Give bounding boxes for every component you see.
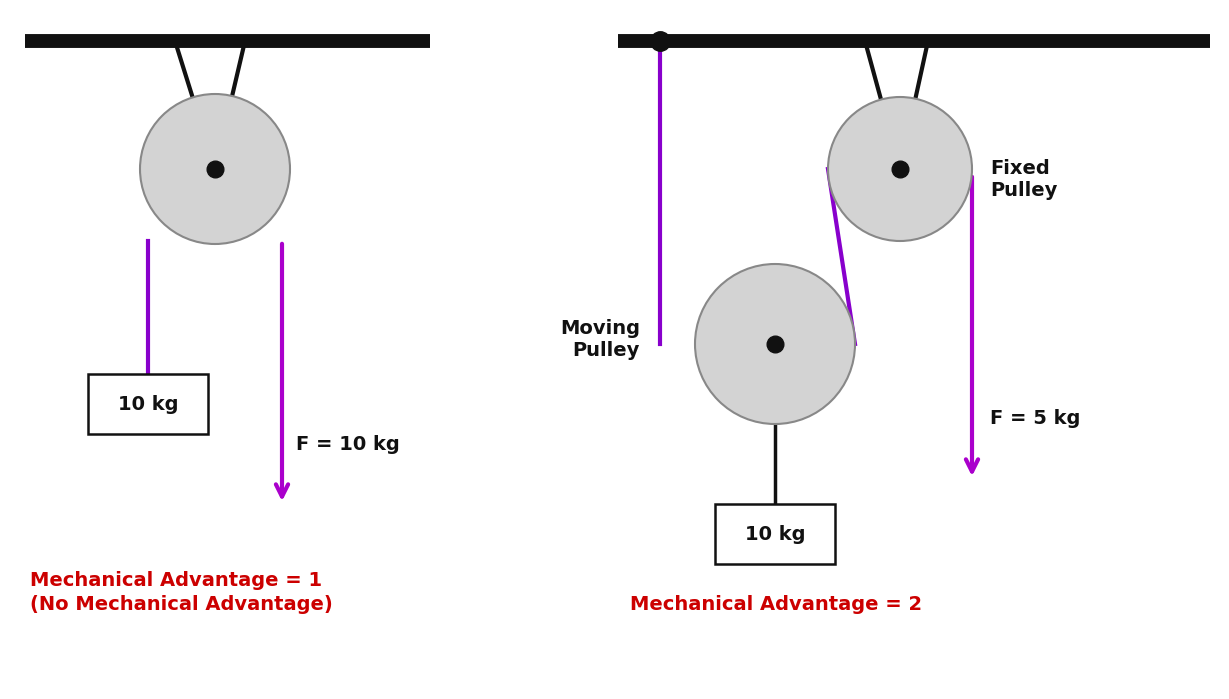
Text: F = 5 kg: F = 5 kg bbox=[991, 410, 1080, 428]
FancyBboxPatch shape bbox=[715, 504, 834, 564]
Text: Mechanical Advantage = 1
(No Mechanical Advantage): Mechanical Advantage = 1 (No Mechanical … bbox=[29, 572, 333, 614]
Text: 10 kg: 10 kg bbox=[118, 394, 178, 414]
FancyBboxPatch shape bbox=[88, 374, 208, 434]
Text: F = 10 kg: F = 10 kg bbox=[296, 435, 399, 454]
Text: Mechanical Advantage = 2: Mechanical Advantage = 2 bbox=[630, 595, 922, 614]
Text: Moving
Pulley: Moving Pulley bbox=[560, 319, 640, 359]
Circle shape bbox=[696, 264, 855, 424]
Text: 10 kg: 10 kg bbox=[745, 524, 805, 544]
Circle shape bbox=[140, 94, 290, 244]
Text: Fixed
Pulley: Fixed Pulley bbox=[991, 159, 1057, 199]
Circle shape bbox=[828, 97, 972, 241]
